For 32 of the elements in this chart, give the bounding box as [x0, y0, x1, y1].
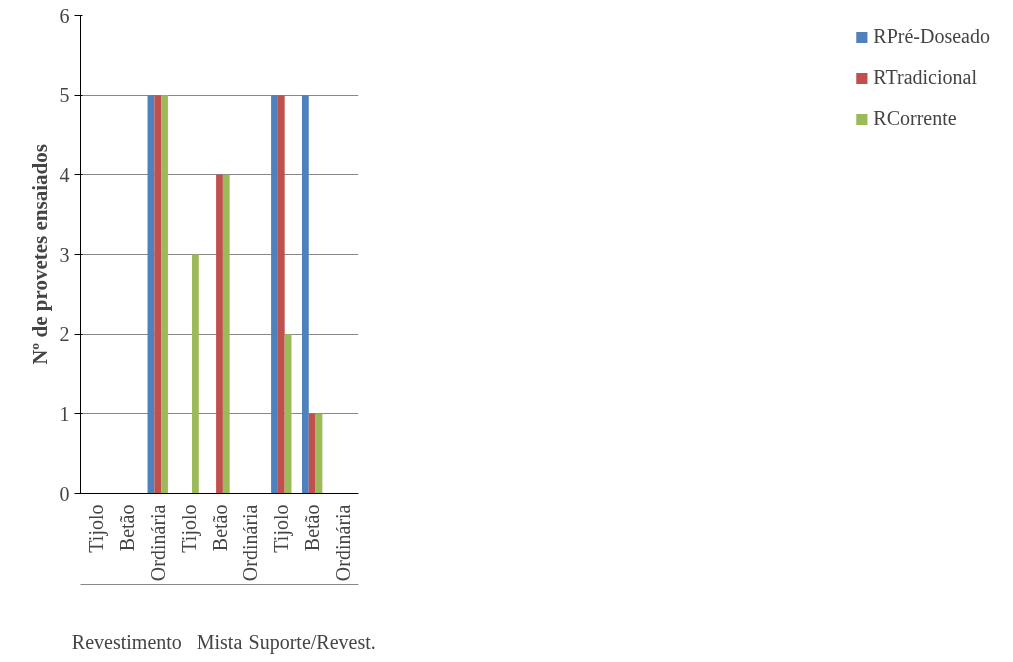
y-tick-label: 3 [59, 243, 70, 266]
x-tick-label: Tijolo [270, 504, 294, 553]
legend-label: RTradicional [873, 66, 977, 89]
text: Mista [196, 630, 243, 653]
y-tick-label: 5 [59, 84, 70, 107]
x-tick-label: Betão [115, 504, 138, 552]
y-tick-label: 2 [59, 323, 70, 346]
bar [308, 413, 316, 494]
x-tick-label: Betão [208, 504, 231, 552]
legend-label: RCorrente [873, 107, 957, 130]
bar [222, 174, 230, 494]
x-tick-label: Tijolo [84, 504, 108, 553]
bar [301, 95, 309, 494]
y-tick-label: 6 [59, 4, 70, 27]
bar [216, 174, 223, 494]
x-tick-label: Betão [301, 504, 324, 552]
bar [192, 254, 199, 494]
text: Revestimento [71, 630, 182, 653]
y-axis-title: Nº de provetes ensaiados [27, 144, 52, 365]
x-tick-label: Ordinária [146, 504, 169, 582]
bar [154, 95, 162, 494]
x-tick-label: Ordinária [239, 504, 262, 582]
legend-label: RPré-Doseado [873, 25, 990, 48]
y-tick-label: 1 [59, 402, 70, 425]
bar [277, 95, 285, 494]
bar [161, 95, 168, 494]
y-tick-label: 0 [59, 482, 70, 505]
y-tick-label: 4 [59, 163, 70, 186]
bar [271, 95, 278, 494]
x-tick-label: Ordinária [332, 504, 355, 582]
text: Suporte/Revest. [248, 630, 376, 654]
x-tick-label: Tijolo [177, 504, 201, 553]
